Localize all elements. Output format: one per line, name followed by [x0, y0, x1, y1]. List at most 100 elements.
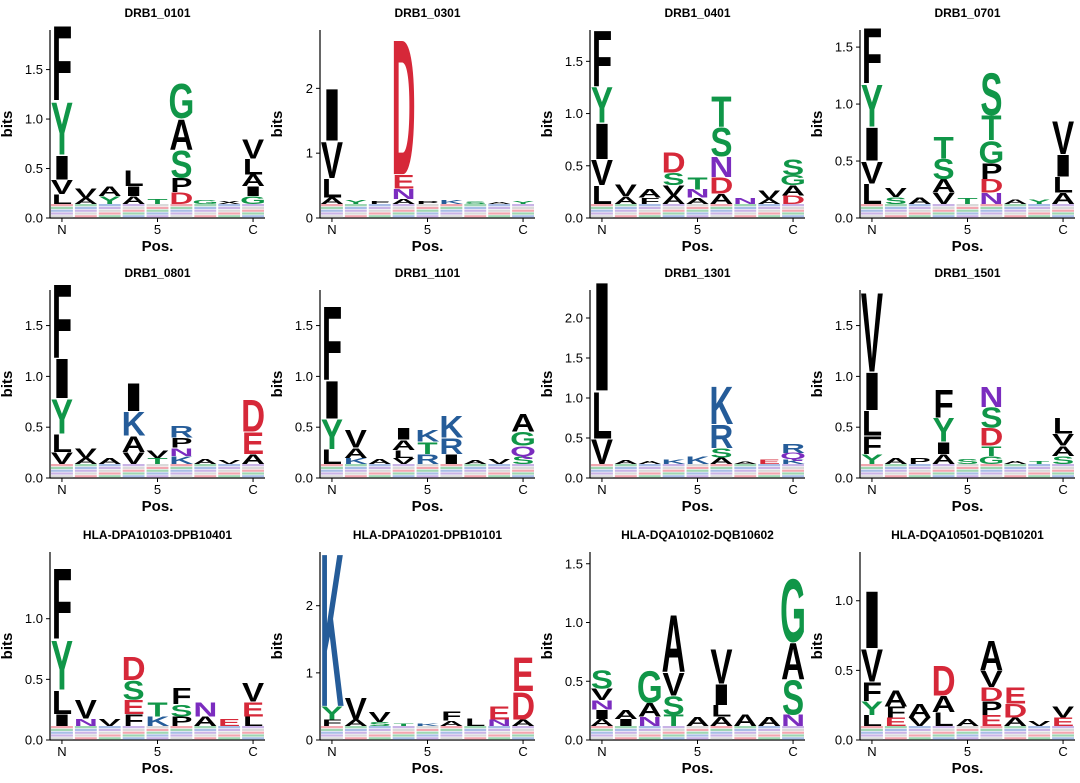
- y-tick-label: 1.5: [565, 351, 583, 366]
- filler-stripe: [662, 204, 685, 207]
- filler-stripe: [464, 475, 487, 478]
- filler-stripe: [122, 466, 145, 469]
- filler-stripe: [194, 469, 217, 472]
- filler-stripe: [758, 726, 781, 729]
- filler-stripe: [392, 731, 415, 734]
- filler-stripe: [194, 472, 217, 475]
- y-tick-label: 1.5: [565, 54, 583, 69]
- logo-letter-G: G: [192, 199, 218, 205]
- filler-stripe: [1004, 726, 1027, 729]
- filler-stripe: [638, 475, 661, 478]
- logo-letter-T: T: [711, 88, 732, 136]
- filler-stripe: [614, 469, 637, 472]
- filler-stripe: [218, 464, 241, 467]
- filler-stripe: [194, 206, 217, 209]
- filler-stripe: [861, 209, 883, 212]
- filler-stripe: [884, 728, 907, 731]
- logo-letter-T: T: [981, 109, 1001, 148]
- x-tick-label: C: [518, 744, 527, 759]
- filler-stripe: [908, 204, 931, 207]
- filler-stripe: [662, 731, 685, 734]
- filler-stripe: [782, 215, 804, 218]
- filler-stripe: [170, 212, 193, 215]
- filler-stripe: [122, 737, 145, 740]
- logo-letter-I: I: [711, 678, 733, 711]
- y-tick-label: 0.0: [295, 471, 313, 486]
- y-axis-label: bits: [809, 111, 826, 138]
- filler-stripe: [1028, 466, 1051, 469]
- filler-stripe: [710, 737, 733, 740]
- filler-stripe: [710, 464, 733, 467]
- logo-letter-V: V: [242, 134, 265, 165]
- filler-stripe: [1052, 204, 1074, 207]
- filler-stripe: [1052, 472, 1074, 475]
- filler-stripe: [686, 466, 709, 469]
- y-axis-label: bits: [539, 371, 556, 398]
- filler-stripe: [956, 472, 979, 475]
- logo-letter-T: T: [417, 438, 437, 457]
- filler-stripe: [1004, 728, 1027, 731]
- filler-stripe: [368, 728, 391, 731]
- y-axis-label: bits: [0, 633, 16, 660]
- filler-stripe: [662, 469, 685, 472]
- filler-stripe: [392, 466, 415, 469]
- logo-letter-S: S: [591, 666, 613, 695]
- filler-stripe: [98, 212, 121, 215]
- filler-stripe: [782, 464, 804, 467]
- filler-stripe: [782, 737, 804, 740]
- x-tick-label: C: [518, 482, 527, 497]
- filler-stripe: [758, 464, 781, 467]
- logo-letter-R: R: [169, 422, 193, 441]
- logo-letter-Y: Y: [51, 626, 73, 705]
- filler-stripe: [122, 731, 145, 734]
- filler-stripe: [194, 212, 217, 215]
- filler-stripe: [194, 737, 217, 740]
- filler-stripe: [932, 206, 955, 209]
- logo-letter-I: I: [441, 451, 463, 467]
- filler-stripe: [980, 204, 1003, 207]
- filler-stripe: [321, 737, 343, 740]
- filler-stripe: [51, 206, 73, 209]
- logo-letter-N: N: [487, 718, 511, 728]
- filler-stripe: [368, 215, 391, 218]
- filler-stripe: [344, 215, 367, 218]
- filler-stripe: [368, 726, 391, 729]
- filler-stripe: [980, 726, 1003, 729]
- filler-stripe: [734, 204, 757, 207]
- logo-letter-E: E: [512, 647, 534, 702]
- filler-stripe: [861, 726, 883, 729]
- filler-stripe: [146, 215, 169, 218]
- filler-stripe: [488, 466, 511, 469]
- filler-stripe: [1004, 204, 1027, 207]
- filler-stripe: [440, 215, 463, 218]
- filler-stripe: [368, 206, 391, 209]
- filler-stripe: [512, 734, 534, 737]
- logo-letter-K: K: [662, 458, 687, 466]
- logo-letter-A: A: [638, 188, 662, 201]
- filler-stripe: [908, 731, 931, 734]
- filler-stripe: [74, 215, 97, 218]
- filler-stripe: [74, 737, 97, 740]
- filler-stripe: [662, 466, 685, 469]
- filler-stripe: [344, 206, 367, 209]
- filler-stripe: [218, 204, 241, 207]
- logo-letter-V: V: [1028, 719, 1050, 728]
- filler-stripe: [710, 215, 733, 218]
- logo-letter-S: S: [885, 196, 907, 207]
- filler-stripe: [638, 215, 661, 218]
- filler-stripe: [512, 206, 534, 209]
- filler-stripe: [758, 204, 781, 207]
- filler-stripe: [146, 472, 169, 475]
- filler-stripe: [1028, 475, 1051, 478]
- logo-letter-A: A: [614, 708, 638, 723]
- filler-stripe: [242, 469, 264, 472]
- logo-letter-L: L: [1053, 172, 1073, 197]
- filler-stripe: [464, 464, 487, 467]
- filler-stripe: [956, 475, 979, 478]
- y-tick-label: 2.0: [565, 311, 583, 326]
- logo-letter-R: R: [416, 452, 440, 468]
- filler-stripe: [758, 209, 781, 212]
- filler-stripe: [782, 734, 804, 737]
- filler-stripe: [662, 737, 685, 740]
